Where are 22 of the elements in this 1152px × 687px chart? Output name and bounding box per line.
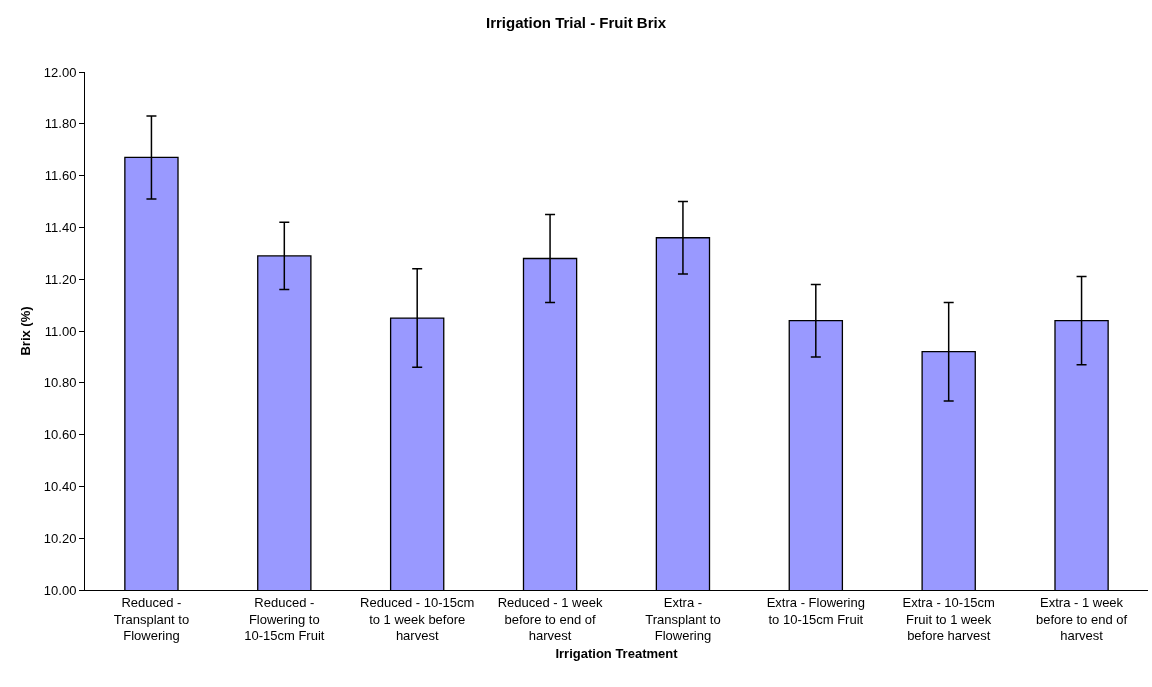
y-tick-label: 10.20 [43,530,77,546]
y-tick-label: 11.00 [44,323,77,339]
y-tick-label: 10.00 [43,582,77,598]
x-tick-label: Extra - Flowering to 10-15cm Fruit [766,594,865,627]
x-tick-label: Reduced - 1 week before to end of harvest [497,594,603,644]
y-tick-label: 12.00 [43,64,77,80]
y-tick-label: 10.80 [43,375,77,391]
x-tick-label: Reduced - 10-15cm to 1 week before harvest [360,594,475,644]
x-axis-title: Irrigation Treatment [555,646,679,661]
y-axis-title: Brix (%) [17,306,33,356]
y-tick-label: 10.40 [43,478,77,494]
y-tick-label: 11.80 [44,116,77,132]
x-tick-label: Reduced - Transplant to Flowering [113,594,190,644]
y-tick-label: 10.60 [43,427,77,443]
y-tick-label: 11.20 [44,271,77,287]
chart-title: Irrigation Trial - Fruit Brix [485,13,667,31]
y-tick-label: 11.60 [44,168,77,184]
x-tick-label: Reduced - Flowering to 10-15cm Fruit [244,594,325,644]
x-tick-label: Extra - 1 week before to end of harvest [1036,594,1128,644]
x-tick-label: Extra - Transplant to Flowering [645,594,721,644]
y-tick-label: 11.40 [44,219,77,235]
x-tick-label: Extra - 10-15cm Fruit to 1 week before harvest [902,594,995,644]
